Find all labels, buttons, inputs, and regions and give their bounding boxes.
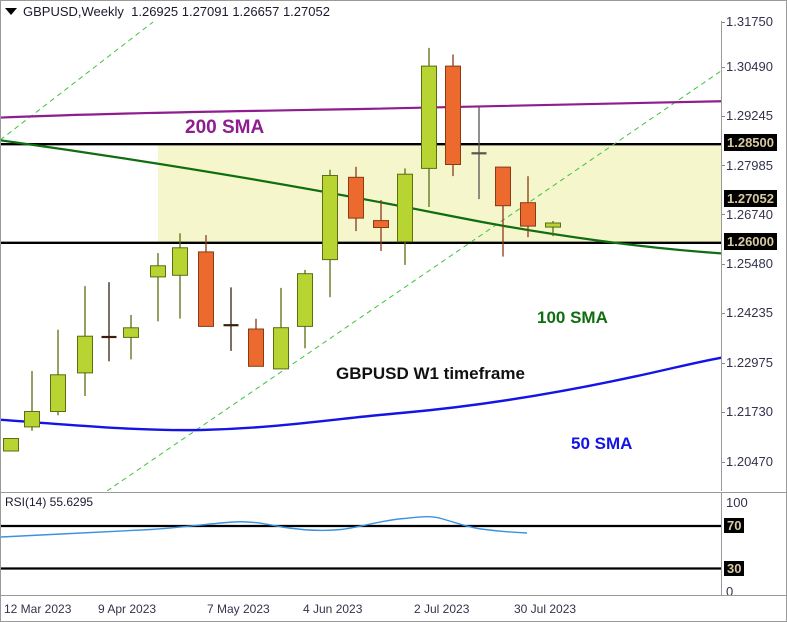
svg-text:100 SMA: 100 SMA <box>537 308 608 327</box>
svg-text:GBPUSD W1 timeframe: GBPUSD W1 timeframe <box>336 364 525 383</box>
svg-text:50 SMA: 50 SMA <box>571 434 632 453</box>
svg-text:200 SMA: 200 SMA <box>185 117 264 138</box>
svg-text:RSI(14) 55.6295: RSI(14) 55.6295 <box>5 495 93 509</box>
